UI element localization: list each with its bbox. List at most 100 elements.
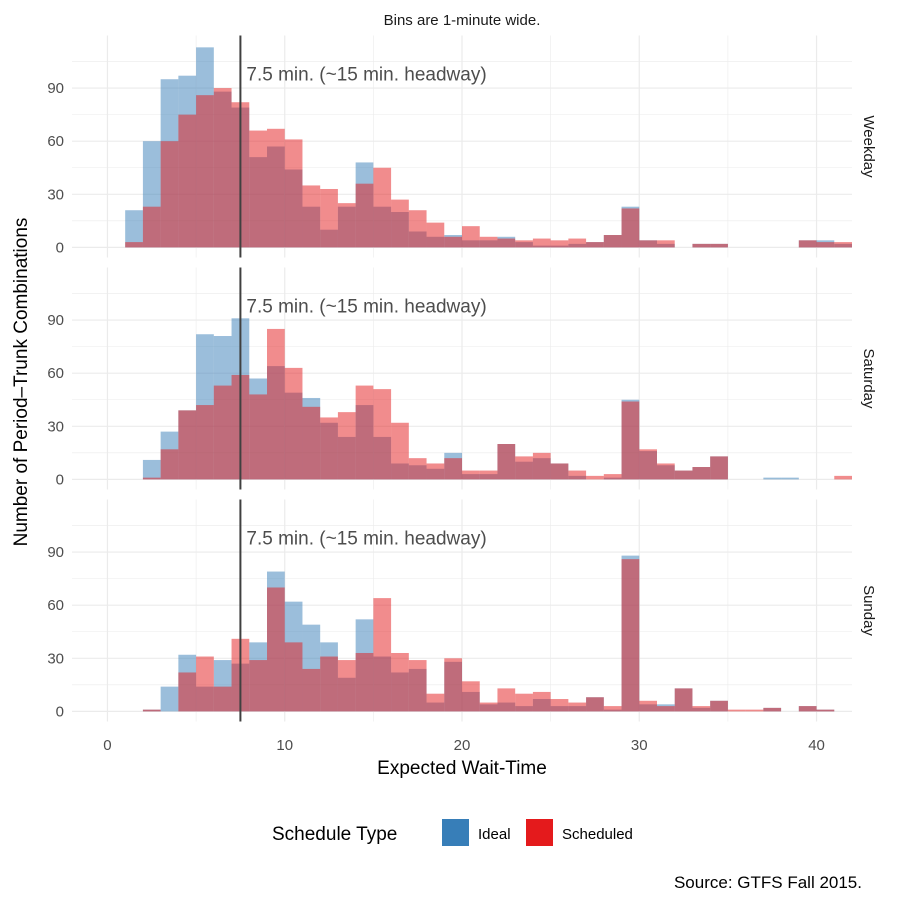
bar-scheduled — [213, 88, 232, 248]
bar-scheduled — [515, 456, 533, 480]
y-tick-label: 60 — [47, 133, 64, 150]
legend-swatch-scheduled — [526, 819, 553, 846]
bar-scheduled — [550, 240, 569, 248]
bar-scheduled — [639, 240, 657, 248]
x-tick-label: 10 — [276, 737, 293, 754]
bar-scheduled — [816, 709, 835, 712]
bar-ideal — [142, 459, 161, 480]
bar-scheduled — [355, 652, 374, 712]
y-tick-label: 90 — [47, 544, 64, 561]
bar-scheduled — [284, 367, 303, 480]
bar-scheduled — [603, 235, 622, 248]
bar-scheduled — [568, 470, 587, 480]
bar-scheduled — [834, 475, 852, 480]
legend-swatch-ideal — [442, 819, 469, 846]
facet-panel-saturday: 0 30 60 90 7.5 min. (~15 min. headway) Saturd… — [47, 267, 877, 490]
bar-scheduled — [639, 449, 657, 480]
bar-scheduled — [142, 709, 161, 712]
y-tick-label: 60 — [47, 365, 64, 382]
bar-scheduled — [479, 236, 498, 248]
bar-scheduled — [692, 243, 711, 248]
legend-label-scheduled: Scheduled — [562, 826, 633, 843]
bar-scheduled — [213, 686, 232, 712]
bar-scheduled — [763, 707, 782, 712]
bar-scheduled — [337, 203, 356, 248]
bar-scheduled — [621, 401, 640, 480]
y-tick-label: 0 — [56, 703, 64, 720]
bar-scheduled — [621, 559, 640, 712]
bar-scheduled — [532, 691, 551, 712]
facet-strip-label: Sunday — [860, 585, 877, 636]
bar-scheduled — [798, 240, 817, 248]
bar-scheduled — [497, 444, 516, 480]
y-tick-label: 30 — [47, 186, 64, 203]
bar-scheduled — [160, 141, 179, 248]
bar-scheduled — [125, 242, 143, 248]
bar-scheduled — [249, 130, 267, 248]
bar-scheduled — [621, 208, 640, 248]
facet-strip-label: Saturday — [860, 348, 877, 409]
y-tick-label: 60 — [47, 597, 64, 614]
bar-scheduled — [302, 406, 321, 480]
y-tick-label: 30 — [47, 418, 64, 435]
bar-scheduled — [267, 328, 285, 480]
bar-scheduled — [160, 449, 179, 480]
bar-scheduled — [337, 412, 356, 480]
bar-scheduled — [426, 463, 445, 480]
x-tick-label: 20 — [454, 737, 471, 754]
x-axis-title: Expected Wait-Time — [377, 758, 547, 779]
bar-scheduled — [444, 458, 462, 480]
bar-scheduled — [568, 238, 587, 248]
bar-scheduled — [586, 475, 604, 480]
bar-scheduled — [391, 422, 409, 480]
bar-scheduled — [355, 183, 374, 248]
bar-scheduled — [603, 474, 622, 480]
bar-scheduled — [284, 139, 303, 248]
bar-ideal — [125, 210, 143, 248]
bar-scheduled — [479, 470, 498, 480]
caption: Source: GTFS Fall 2015. — [674, 873, 862, 892]
bar-scheduled — [462, 226, 480, 248]
bar-scheduled — [267, 587, 285, 712]
bar-scheduled — [603, 706, 622, 712]
bar-scheduled — [710, 700, 728, 712]
bar-scheduled — [515, 693, 533, 712]
bar-scheduled — [462, 681, 480, 712]
bar-scheduled — [373, 389, 392, 480]
bar-scheduled — [196, 95, 214, 248]
legend-title: Schedule Type — [272, 824, 397, 845]
bar-scheduled — [586, 242, 604, 248]
bar-scheduled — [816, 242, 835, 248]
y-axis-title: Number of Period–Trunk Combinations — [11, 218, 32, 547]
bar-scheduled — [462, 470, 480, 480]
bar-scheduled — [196, 656, 214, 712]
y-tick-label: 90 — [47, 80, 64, 97]
bar-scheduled — [302, 185, 321, 248]
bar-scheduled — [710, 243, 728, 248]
bar-ideal — [781, 477, 799, 480]
bar-scheduled — [834, 242, 852, 248]
y-tick-label: 90 — [47, 312, 64, 329]
bar-scheduled — [798, 706, 817, 712]
bar-scheduled — [657, 463, 675, 480]
bar-scheduled — [444, 236, 462, 248]
bar-scheduled — [408, 458, 427, 480]
x-tick-label: 40 — [808, 737, 825, 754]
bar-scheduled — [497, 688, 516, 712]
bar-scheduled — [178, 410, 197, 480]
chart-subtitle: Bins are 1-minute wide. — [384, 12, 541, 29]
facet-panel-weekday: 0 30 60 90 7.5 min. (~15 min. headway) Weekda… — [47, 35, 877, 258]
facet-panels: 0 30 60 90 7.5 min. (~15 min. headway) Weekda… — [47, 35, 877, 754]
bar-scheduled — [142, 206, 161, 248]
bar-scheduled — [532, 452, 551, 480]
bar-scheduled — [550, 463, 569, 480]
bar-scheduled — [657, 706, 675, 712]
bar-scheduled — [355, 385, 374, 480]
bar-scheduled — [284, 642, 303, 712]
bar-scheduled — [373, 167, 392, 248]
y-tick-label: 0 — [56, 471, 64, 488]
bar-scheduled — [497, 238, 516, 248]
bar-scheduled — [692, 706, 711, 712]
facet-panel-sunday: 0 30 60 90 7.5 min. (~15 min. headway) Sunday — [47, 499, 877, 722]
bar-scheduled — [479, 702, 498, 712]
